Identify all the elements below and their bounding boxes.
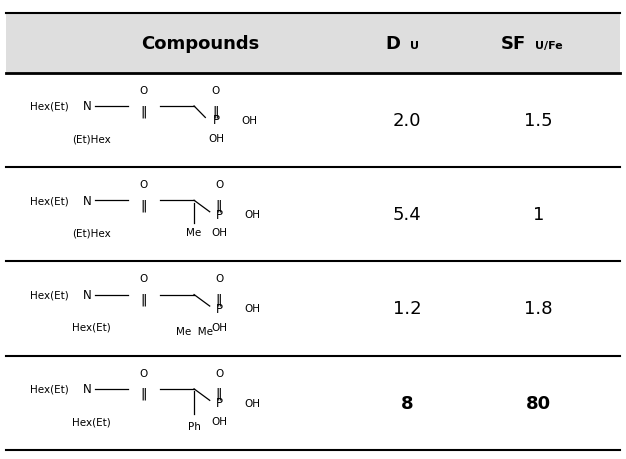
Text: ‖: ‖: [141, 105, 147, 118]
Text: N: N: [83, 194, 92, 207]
Text: Me: Me: [187, 228, 202, 238]
Text: O: O: [212, 86, 220, 95]
Text: OH: OH: [241, 116, 257, 125]
Text: (Et)Hex: (Et)Hex: [72, 134, 111, 144]
Text: ‖: ‖: [213, 105, 219, 118]
Text: Hex(Et): Hex(Et): [30, 102, 69, 112]
Text: ‖: ‖: [141, 199, 147, 212]
Text: 8: 8: [401, 394, 413, 412]
Text: 80: 80: [526, 394, 551, 412]
Text: P: P: [215, 302, 223, 315]
Text: 2.0: 2.0: [393, 112, 421, 129]
Text: OH: OH: [211, 322, 227, 332]
Text: Hex(Et): Hex(Et): [30, 384, 69, 394]
Text: Compounds: Compounds: [141, 34, 259, 53]
Text: 1: 1: [533, 206, 544, 224]
Text: O: O: [215, 180, 223, 190]
Text: OH: OH: [208, 134, 224, 144]
Text: U: U: [410, 41, 419, 51]
Text: O: O: [215, 368, 223, 378]
Text: ‖: ‖: [141, 387, 147, 400]
Text: OH: OH: [244, 304, 260, 313]
Text: O: O: [140, 180, 148, 190]
Text: Me  Me: Me Me: [175, 327, 213, 336]
Text: P: P: [212, 114, 220, 127]
Text: 5.4: 5.4: [393, 206, 421, 224]
Text: P: P: [215, 396, 223, 409]
Text: Hex(Et): Hex(Et): [72, 322, 111, 332]
Text: O: O: [140, 368, 148, 378]
Text: OH: OH: [211, 416, 227, 426]
Text: Hex(Et): Hex(Et): [30, 290, 69, 300]
Text: 1.8: 1.8: [524, 300, 553, 318]
Text: ‖: ‖: [216, 387, 222, 400]
Text: N: N: [83, 382, 92, 396]
Text: N: N: [83, 288, 92, 302]
Text: OH: OH: [244, 210, 260, 219]
Text: OH: OH: [244, 398, 260, 408]
Text: O: O: [140, 86, 148, 95]
Text: N: N: [83, 100, 92, 113]
FancyBboxPatch shape: [6, 14, 620, 73]
Text: 1.5: 1.5: [524, 112, 553, 129]
Text: SF: SF: [501, 34, 526, 53]
Text: ‖: ‖: [216, 199, 222, 212]
Text: Ph: Ph: [188, 421, 200, 431]
Text: OH: OH: [211, 228, 227, 238]
Text: ‖: ‖: [216, 293, 222, 306]
Text: O: O: [140, 274, 148, 284]
Text: D: D: [386, 34, 401, 53]
Text: P: P: [215, 208, 223, 221]
Text: 1.2: 1.2: [393, 300, 421, 318]
Text: O: O: [215, 274, 223, 284]
Text: Hex(Et): Hex(Et): [72, 416, 111, 426]
Text: (Et)Hex: (Et)Hex: [72, 228, 111, 238]
Text: U/Fe: U/Fe: [535, 41, 563, 51]
Text: Hex(Et): Hex(Et): [30, 196, 69, 206]
Text: ‖: ‖: [141, 293, 147, 306]
